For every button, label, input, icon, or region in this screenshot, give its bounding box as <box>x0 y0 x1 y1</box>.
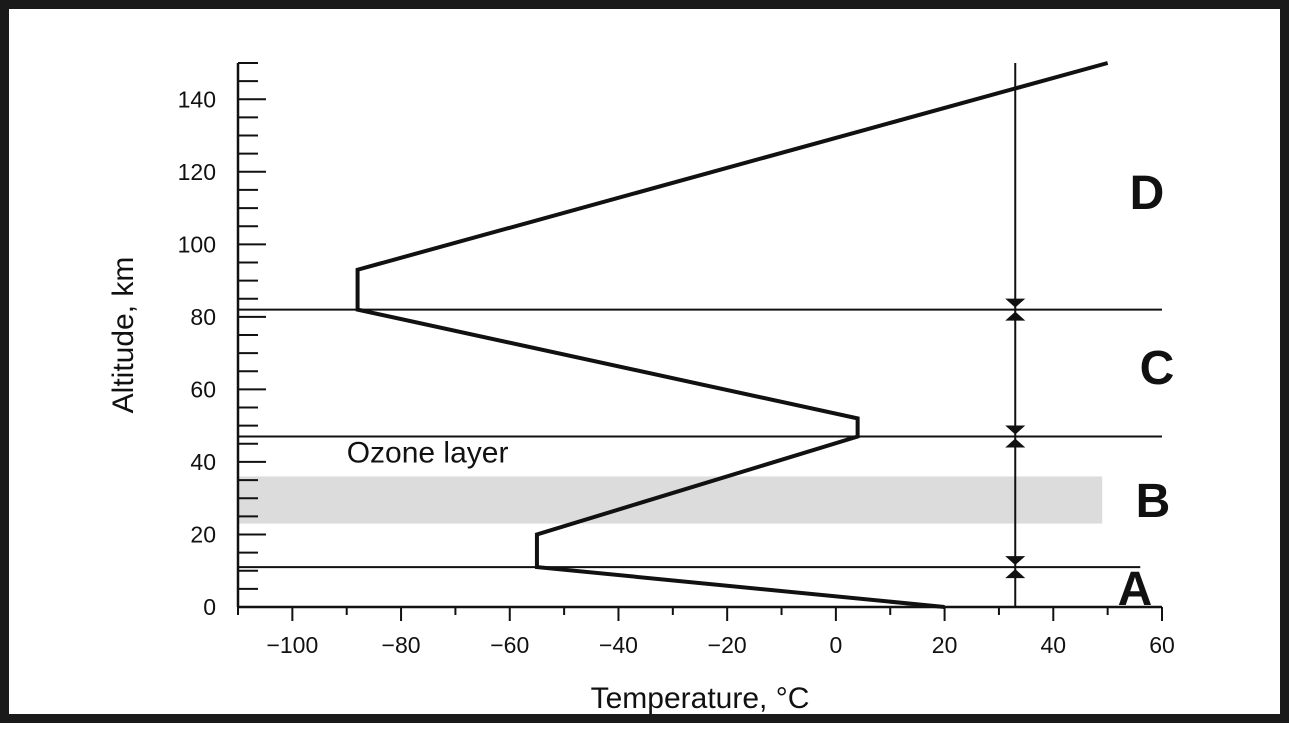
x-tick-label: −80 <box>382 632 421 658</box>
y-tick-label: 140 <box>178 86 216 112</box>
x-tick-label: −40 <box>599 632 638 658</box>
y-tick-label: 120 <box>178 159 216 185</box>
x-tick-label: 60 <box>1149 632 1175 658</box>
x-tick-label: −20 <box>708 632 747 658</box>
zone-arrow-down <box>1005 299 1025 308</box>
x-tick-label: −60 <box>490 632 529 658</box>
altitude-temperature-chart: Ozone layer 0 20 40 60 80 100 120 140 −100 −80 −60 −… <box>9 9 1289 732</box>
zone-arrow-up <box>1005 439 1025 448</box>
x-axis-title: Temperature, °C <box>591 682 810 715</box>
ozone-layer-band <box>238 476 1102 523</box>
zone-arrow-down <box>1005 426 1025 435</box>
x-tick-label: 40 <box>1040 632 1066 658</box>
y-tick-label: 40 <box>190 449 216 475</box>
zone-label-d: D <box>1130 167 1165 220</box>
y-axis-title: Altitude, km <box>107 257 140 414</box>
y-tick-label: 60 <box>190 376 216 402</box>
zone-arrow-down <box>1005 556 1025 565</box>
temperature-profile-line <box>358 63 1108 607</box>
y-tick-label: 20 <box>190 521 216 547</box>
zone-arrow-up <box>1005 312 1025 321</box>
y-tick-label: 0 <box>203 594 216 620</box>
ozone-layer-label: Ozone layer <box>347 436 509 469</box>
zone-label-a: A <box>1118 563 1153 616</box>
x-tick-label: −100 <box>266 632 318 658</box>
x-tick-label: 0 <box>829 632 842 658</box>
zone-label-c: C <box>1140 342 1175 395</box>
y-tick-label: 100 <box>178 231 216 257</box>
zone-arrow-up <box>1005 569 1025 578</box>
x-tick-label: 20 <box>932 632 958 658</box>
zone-label-b: B <box>1136 475 1171 528</box>
y-tick-label: 80 <box>190 304 216 330</box>
